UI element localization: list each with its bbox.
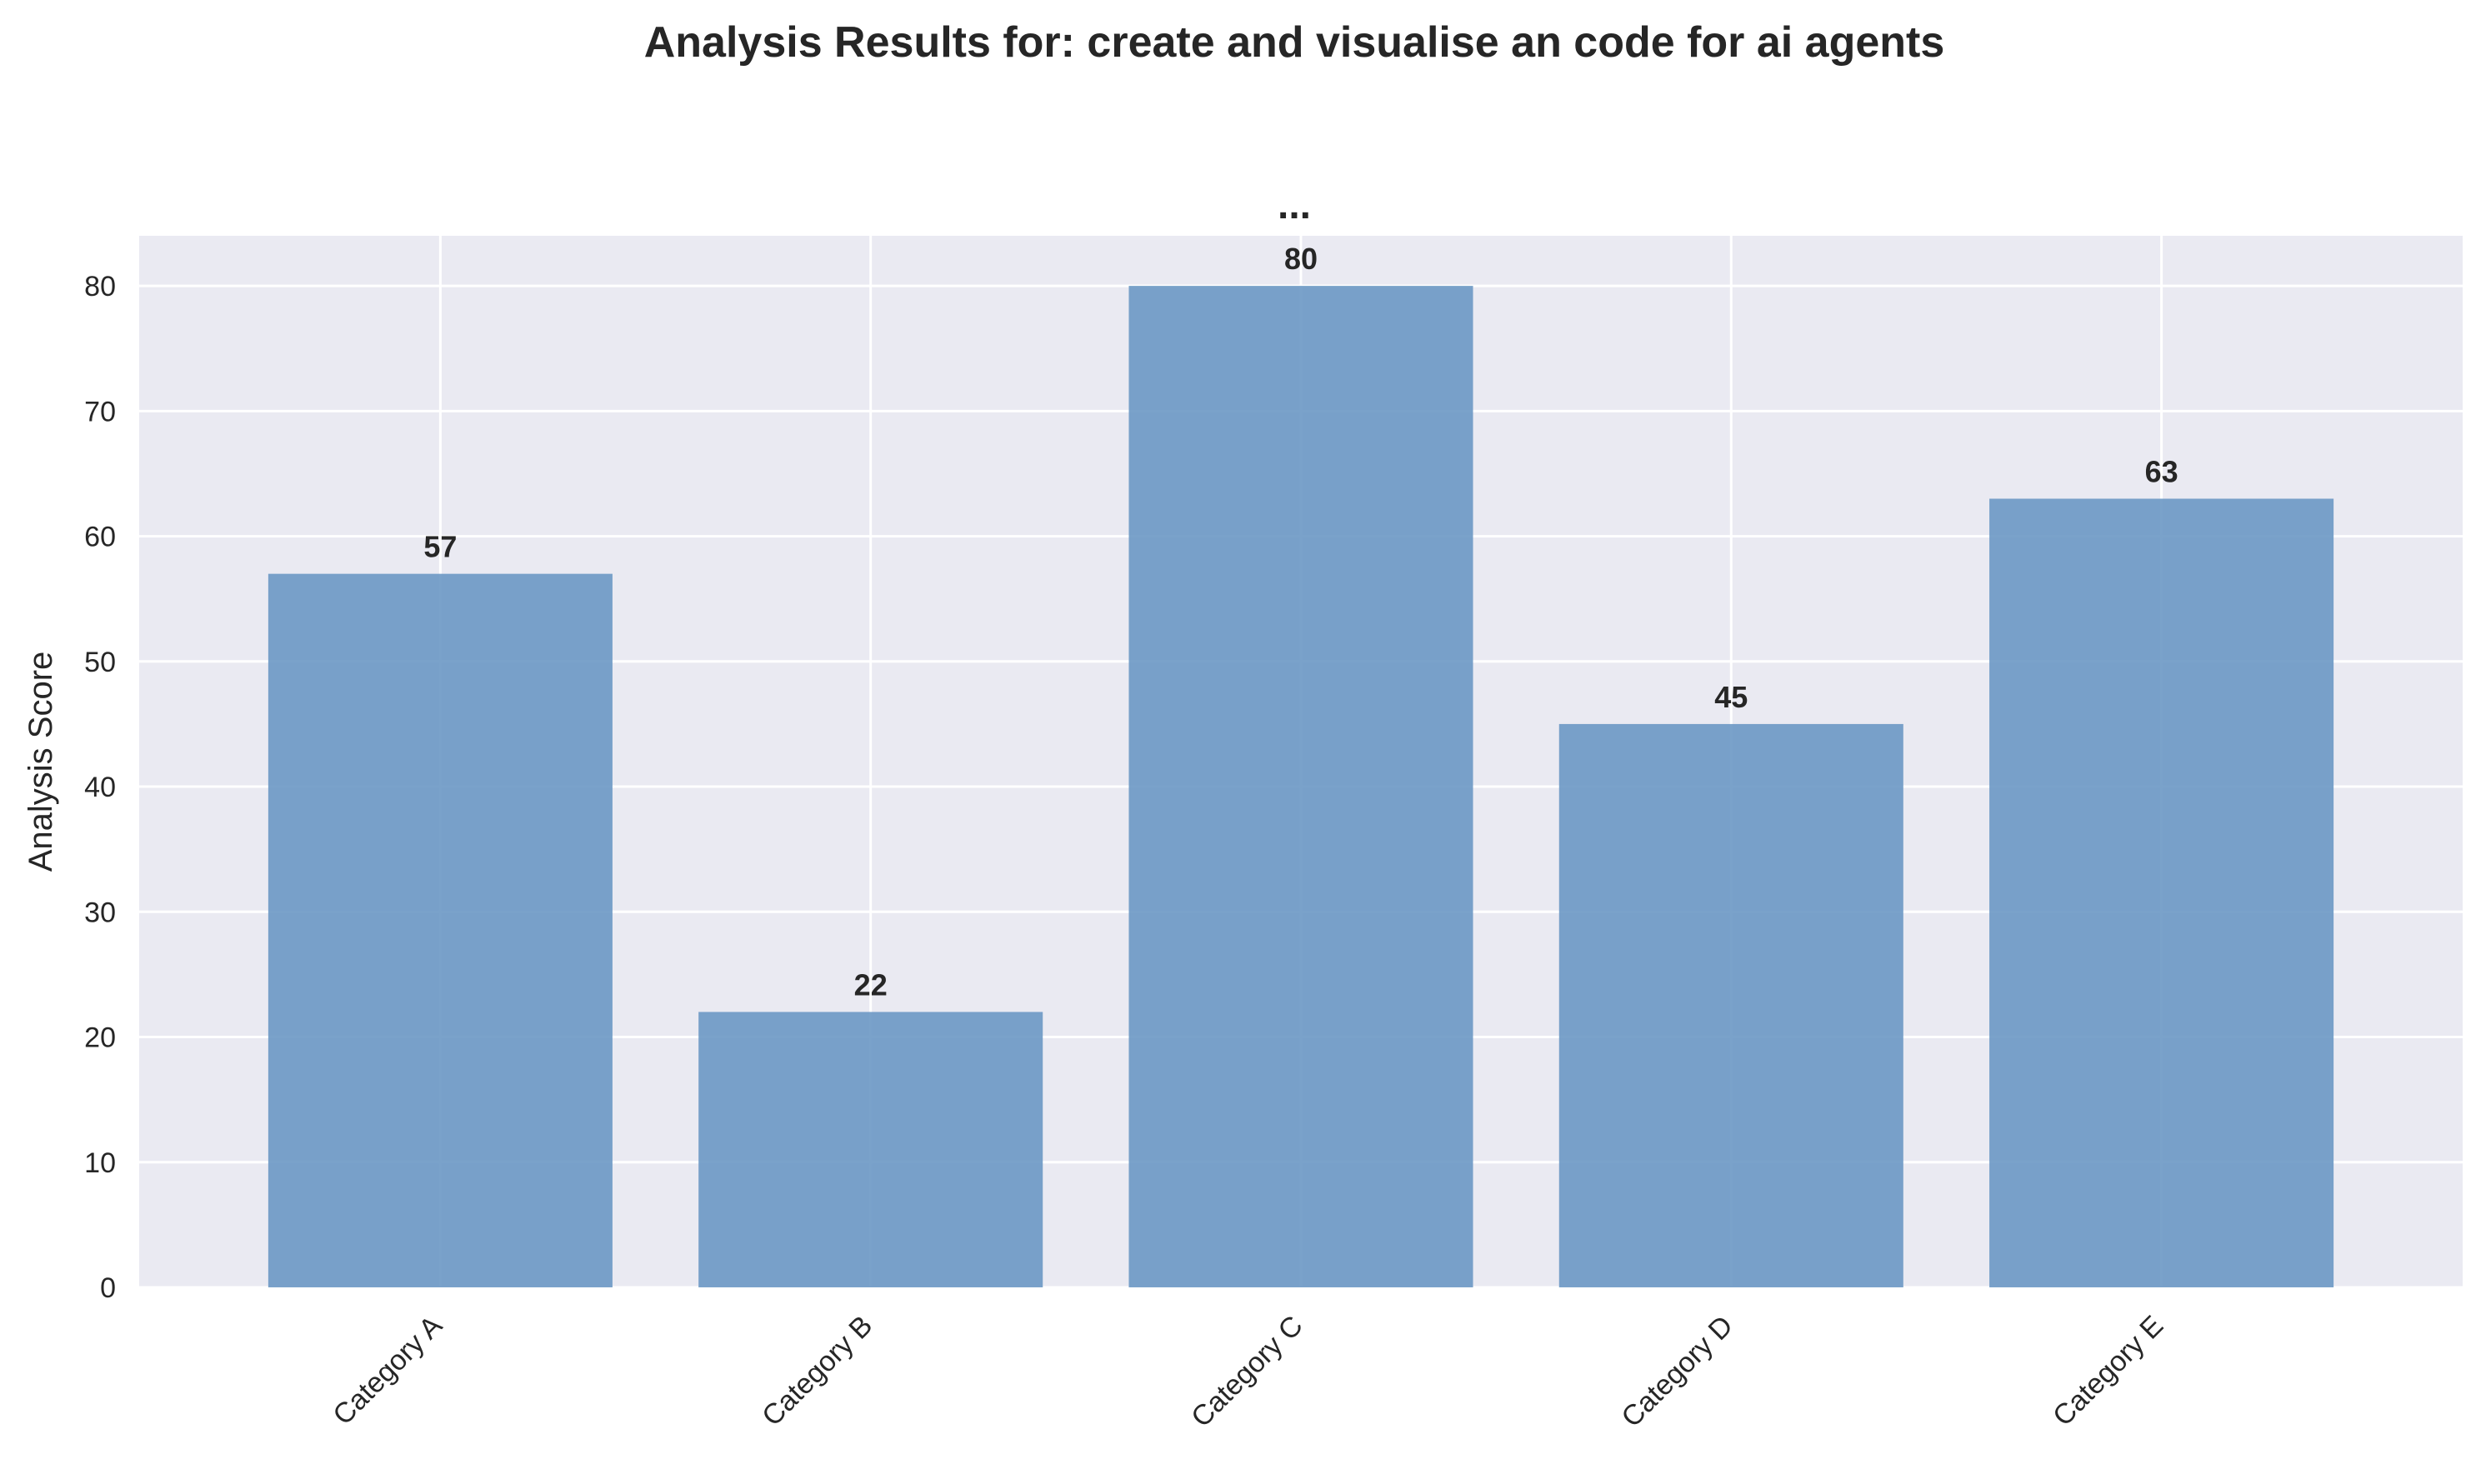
y-axis-label: Analysis Score [23,652,59,872]
y-tick-label: 0 [100,1272,116,1304]
bar [1558,723,1903,1287]
axes-title: ... [1278,183,1311,227]
y-tick-label: 60 [84,522,116,553]
y-tick-label: 50 [84,647,116,678]
bar-value-label: 63 [2145,455,2178,489]
y-tick-label: 10 [84,1147,116,1179]
bar-value-label: 57 [423,530,457,564]
bar-value-label: 22 [854,967,888,1002]
y-axis-ticks: 0 10 20 30 40 50 60 70 80 [84,271,116,1304]
y-tick-label: 20 [84,1022,116,1054]
bar-value-label: 80 [1284,242,1318,276]
bar [1128,286,1473,1288]
bar-value-label: 45 [1714,680,1748,714]
y-tick-label: 70 [84,396,116,427]
bar [268,573,613,1287]
figure-title: Analysis Results for: create and visuali… [644,18,1945,67]
data-labels: 57 22 80 45 63 [423,242,2178,1002]
y-tick-label: 80 [84,271,116,302]
bars [268,286,2334,1288]
y-tick-label: 30 [84,897,116,928]
y-tick-label: 40 [84,772,116,803]
bar [1989,498,2334,1287]
bar [698,1012,1043,1287]
